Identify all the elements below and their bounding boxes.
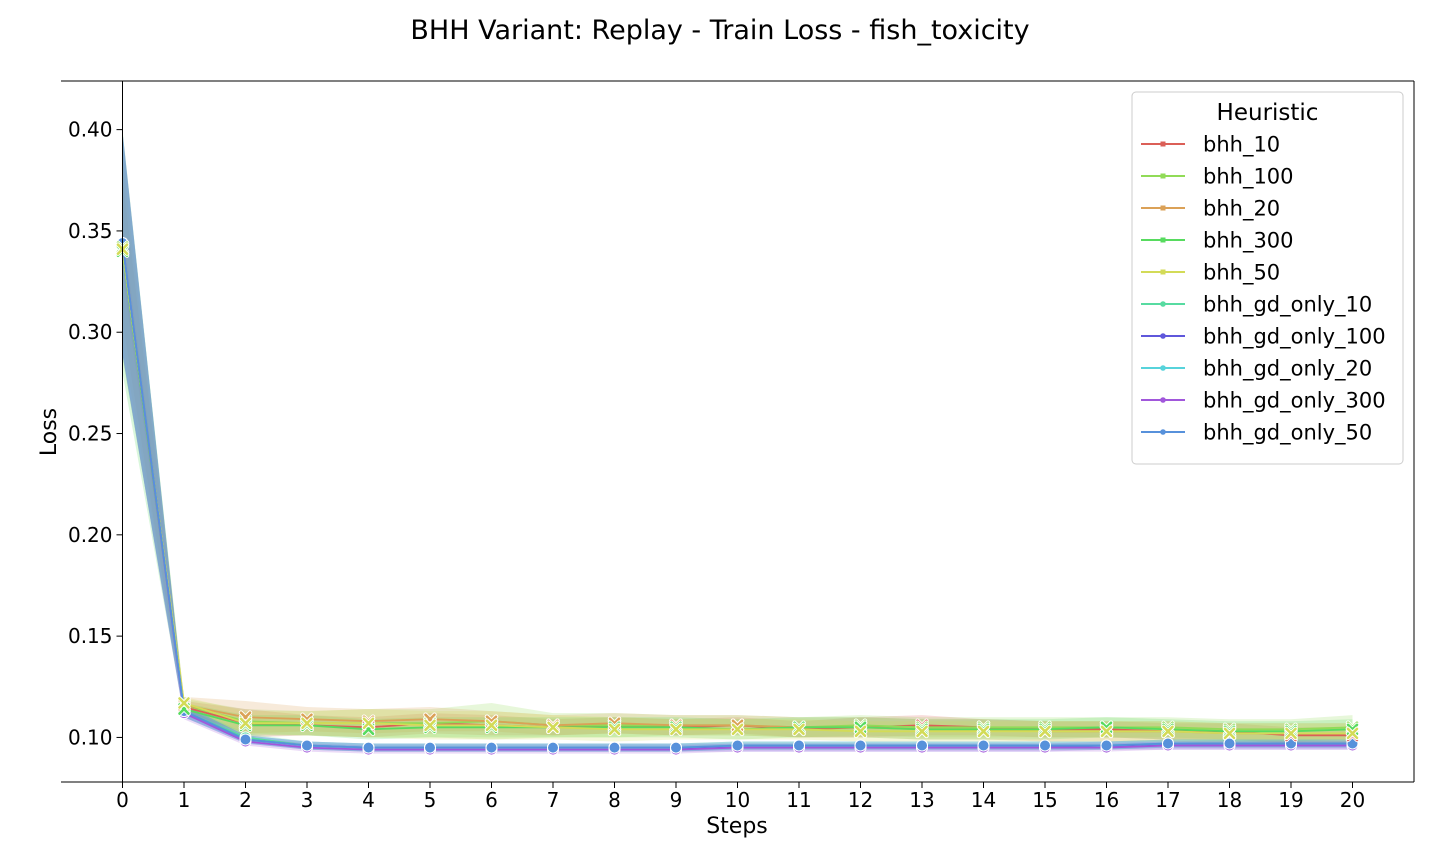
- x-tick-label: 7: [547, 788, 560, 812]
- point-bhh_gd_only_50: [854, 739, 867, 752]
- x-tick-label: 20: [1340, 788, 1365, 812]
- x-tick-label: 6: [485, 788, 498, 812]
- legend-marker-bhh_gd_only_100: [1160, 333, 1166, 339]
- point-bhh_gd_only_50: [670, 741, 682, 754]
- point-bhh_gd_only_50: [977, 739, 990, 752]
- point-bhh_50: [670, 723, 682, 736]
- point-bhh_50: [1162, 725, 1174, 738]
- point-bhh_50: [854, 725, 867, 738]
- point-bhh_50: [485, 719, 498, 732]
- point-bhh_50: [1100, 725, 1113, 738]
- point-bhh_gd_only_50: [1039, 739, 1051, 752]
- y-tick-label: 0.10: [68, 725, 113, 749]
- x-tick-label: 14: [971, 788, 996, 812]
- legend-title: Heuristic: [1217, 100, 1319, 126]
- point-bhh_50: [1285, 727, 1297, 740]
- point-bhh_50: [547, 721, 559, 734]
- legend-label-bhh_20: bhh_20: [1203, 197, 1280, 222]
- x-axis-label: Steps: [706, 814, 768, 839]
- legend-label-bhh_10: bhh_10: [1203, 133, 1280, 158]
- legend-marker-bhh_100: [1160, 173, 1166, 179]
- x-tick-label: 15: [1032, 788, 1057, 812]
- y-tick-label: 0.25: [68, 422, 113, 446]
- y-tick-label: 0.20: [68, 523, 113, 547]
- point-bhh_gd_only_50: [731, 739, 744, 752]
- axes: 0 1 2 3 4 5 6 7 8 9 10 11 12 13 14 15 16 17 18 19 200.100.15…: [61, 80, 1415, 812]
- legend-marker-bhh_gd_only_20: [1160, 365, 1166, 371]
- point-bhh_gd_only_50: [608, 741, 621, 754]
- point-bhh_gd_only_50: [916, 739, 928, 752]
- x-tick-label: 3: [301, 788, 314, 812]
- point-bhh_gd_only_50: [424, 741, 436, 754]
- legend-marker-bhh_gd_only_10: [1160, 301, 1166, 307]
- x-tick-label: 11: [786, 788, 811, 812]
- x-tick-label: 1: [178, 788, 191, 812]
- point-bhh_50: [731, 723, 744, 736]
- point-bhh_50: [977, 725, 990, 738]
- legend-marker-bhh_20: [1160, 205, 1166, 211]
- legend-marker-bhh_300: [1160, 237, 1166, 243]
- point-bhh_gd_only_50: [1100, 739, 1113, 752]
- legend-marker-bhh_50: [1160, 269, 1166, 275]
- legend-label-bhh_50: bhh_50: [1203, 261, 1280, 286]
- x-tick-label: 13: [909, 788, 934, 812]
- x-tick-label: 16: [1094, 788, 1119, 812]
- x-tick-label: 12: [848, 788, 873, 812]
- legend-marker-bhh_gd_only_300: [1160, 397, 1166, 403]
- x-tick-label: 4: [362, 788, 375, 812]
- legend-label-bhh_gd_only_50: bhh_gd_only_50: [1203, 421, 1372, 446]
- point-bhh_gd_only_50: [301, 739, 313, 752]
- point-bhh_gd_only_50: [362, 741, 375, 754]
- legend: Heuristic bhh_10 bhh_100 bhh_20 bhh_300 bhh_5…: [1131, 91, 1404, 465]
- point-bhh_gd_only_50: [547, 741, 559, 754]
- point-bhh_50: [424, 719, 436, 732]
- point-bhh_gd_only_50: [793, 739, 805, 752]
- series-markers: [115, 237, 1360, 756]
- legend-frame: [1131, 91, 1404, 465]
- x-tick-label: 8: [608, 788, 621, 812]
- x-tick-label: 17: [1155, 788, 1180, 812]
- point-bhh_50: [362, 717, 375, 730]
- x-tick-label: 0: [116, 788, 129, 812]
- point-bhh_50: [1346, 727, 1359, 740]
- legend-label-bhh_gd_only_100: bhh_gd_only_100: [1203, 325, 1386, 350]
- y-tick-label: 0.40: [68, 118, 113, 142]
- point-bhh_gd_only_50: [485, 741, 498, 754]
- y-axis-label: Loss: [37, 408, 62, 456]
- point-bhh_50: [1039, 725, 1051, 738]
- legend-marker-bhh_gd_only_50: [1160, 429, 1166, 435]
- x-tick-label: 9: [670, 788, 683, 812]
- y-tick-label: 0.35: [68, 219, 113, 243]
- point-bhh_50: [608, 723, 621, 736]
- legend-label-bhh_gd_only_300: bhh_gd_only_300: [1203, 389, 1386, 414]
- point-bhh_gd_only_50: [239, 733, 252, 746]
- x-tick-label: 19: [1278, 788, 1303, 812]
- x-tick-label: 18: [1217, 788, 1242, 812]
- point-bhh_50: [1223, 727, 1236, 740]
- y-tick-label: 0.15: [68, 624, 113, 648]
- x-tick-label: 2: [239, 788, 252, 812]
- chart-title: BHH Variant: Replay - Train Loss - fish_…: [410, 15, 1029, 46]
- point-bhh_50: [916, 725, 928, 738]
- point-bhh_gd_only_50: [1223, 737, 1236, 750]
- x-tick-label: 5: [424, 788, 437, 812]
- point-bhh_50: [239, 717, 252, 730]
- y-tick-label: 0.30: [68, 320, 113, 344]
- point-bhh_50: [793, 723, 805, 736]
- x-tick-label: 10: [725, 788, 750, 812]
- legend-marker-bhh_10: [1160, 141, 1166, 147]
- point-bhh_50: [178, 697, 190, 709]
- legend-label-bhh_300: bhh_300: [1203, 229, 1294, 254]
- legend-label-bhh_gd_only_10: bhh_gd_only_10: [1203, 293, 1372, 318]
- legend-label-bhh_gd_only_20: bhh_gd_only_20: [1203, 357, 1372, 382]
- point-bhh_50: [301, 717, 313, 730]
- legend-label-bhh_100: bhh_100: [1203, 165, 1294, 190]
- point-bhh_gd_only_50: [1162, 737, 1174, 750]
